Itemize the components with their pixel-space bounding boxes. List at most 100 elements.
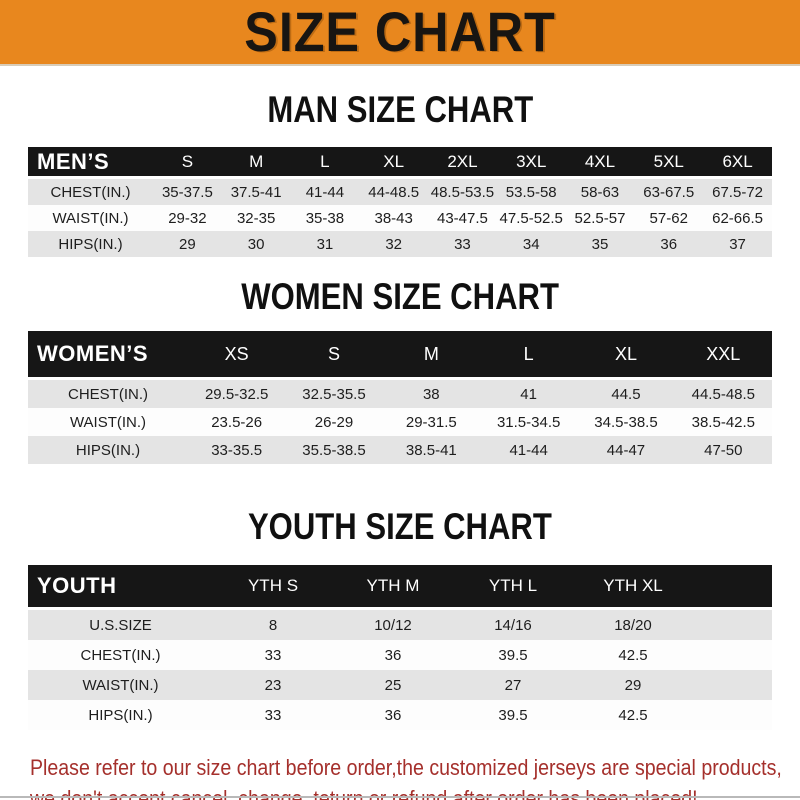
section-title-youth-text: YOUTH SIZE CHART (248, 506, 552, 547)
size-value: 37 (703, 231, 772, 257)
size-value: 33 (213, 640, 333, 670)
table-row: HIPS(IN.) 29 30 31 32 33 34 35 36 37 (28, 231, 772, 257)
row-label: CHEST(IN.) (28, 640, 213, 670)
table-row: WAIST(IN.) 23.5-26 26-29 29-31.5 31.5-34.5 34… (28, 408, 772, 436)
size-value: 29 (153, 231, 222, 257)
notice-line-2: we don't accept cancel, change, teturn o… (30, 783, 800, 800)
size-value: 38 (382, 378, 480, 408)
column-header: YTH S (213, 565, 333, 610)
size-value: 44.5-48.5 (674, 378, 772, 408)
table-row: HIPS(IN.) 33 36 39.5 42.5 (28, 700, 772, 730)
table-row: WAIST(IN.) 23 25 27 29 (28, 670, 772, 700)
column-header: M (382, 331, 480, 380)
size-value: 27 (453, 670, 573, 700)
size-value: 32-35 (221, 205, 291, 231)
size-value: 43-47.5 (428, 205, 497, 231)
women-header-row: WOMEN’S XS S M L XL XXL (28, 331, 772, 380)
page-title: SIZE CHART (227, 4, 573, 60)
row-label: CHEST(IN.) (28, 378, 188, 408)
footer-notice: Please refer to our size chart before or… (30, 752, 800, 800)
women-size-table: WOMEN’S XS S M L XL XXL CHEST(IN.) 29.5-32.5 32.5… (28, 331, 772, 464)
table-row: CHEST(IN.) 35-37.5 37.5-41 41-44 44-48.5 48.5… (28, 177, 772, 205)
men-size-table: MEN’S S M L XL 2XL 3XL 4XL 5XL 6XL CHEST(IN.) 35-37… (28, 147, 772, 257)
column-header: 5XL (634, 147, 704, 179)
row-label: WAIST(IN.) (28, 408, 188, 436)
size-value: 39.5 (453, 640, 573, 670)
section-men: MAN SIZE CHART MEN’S S M L XL 2XL 3XL 4XL 5XL 6XL… (0, 91, 800, 257)
size-value: 52.5-57 (565, 205, 635, 231)
size-value: 26-29 (285, 408, 383, 436)
size-value: 44-47 (577, 436, 675, 464)
notice-line-2-text: we don't accept cancel, change, teturn o… (30, 786, 698, 800)
column-header: M (221, 147, 291, 179)
row-label: HIPS(IN.) (28, 700, 213, 730)
youth-size-table: YOUTH YTH S YTH M YTH L YTH XL U.S.SIZE 8 10/12… (28, 565, 772, 730)
size-value: 25 (333, 670, 453, 700)
size-value: 10/12 (333, 608, 453, 640)
column-header: S (285, 331, 383, 380)
size-value: 31.5-34.5 (479, 408, 578, 436)
row-label: WAIST(IN.) (28, 670, 213, 700)
size-value: 33 (213, 700, 333, 730)
size-value: 58-63 (565, 177, 635, 205)
column-header: YTH XL (573, 565, 693, 610)
size-value: 41 (479, 378, 578, 408)
size-value: 48.5-53.5 (428, 177, 497, 205)
column-header: XL (359, 147, 429, 179)
men-header-row: MEN’S S M L XL 2XL 3XL 4XL 5XL 6XL (28, 147, 772, 179)
column-header: XS (188, 331, 286, 380)
size-value: 38-43 (359, 205, 429, 231)
column-header: 6XL (703, 147, 772, 179)
notice-line-1-text: Please refer to our size chart before or… (30, 755, 782, 780)
column-header: L (290, 147, 360, 179)
size-value: 57-62 (634, 205, 704, 231)
size-value: 29 (573, 670, 693, 700)
column-header: 4XL (565, 147, 635, 179)
row-spacer (693, 670, 772, 700)
section-women: WOMEN SIZE CHART WOMEN’S XS S M L XL XXL CHEST(… (0, 278, 800, 464)
size-value: 29-31.5 (382, 408, 480, 436)
youth-header-row: YOUTH YTH S YTH M YTH L YTH XL (28, 565, 772, 610)
size-value: 36 (333, 640, 453, 670)
size-value: 14/16 (453, 608, 573, 640)
size-value: 41-44 (479, 436, 578, 464)
column-header: L (479, 331, 578, 380)
banner: SIZE CHART (0, 0, 800, 66)
size-value: 39.5 (453, 700, 573, 730)
size-value: 32.5-35.5 (285, 378, 383, 408)
size-value: 35-38 (290, 205, 360, 231)
size-value: 47.5-52.5 (496, 205, 566, 231)
page-title-text: SIZE CHART (244, 0, 556, 63)
size-value: 23.5-26 (188, 408, 286, 436)
size-value: 62-66.5 (703, 205, 772, 231)
size-value: 42.5 (573, 640, 693, 670)
size-value: 41-44 (290, 177, 360, 205)
section-title-men: MAN SIZE CHART (0, 91, 800, 128)
men-header-label: MEN’S (28, 147, 153, 179)
table-row: HIPS(IN.) 33-35.5 35.5-38.5 38.5-41 41-44 44-… (28, 436, 772, 464)
table-row: WAIST(IN.) 29-32 32-35 35-38 38-43 43-47.5 47.… (28, 205, 772, 231)
section-title-men-text: MAN SIZE CHART (267, 89, 533, 130)
size-value: 23 (213, 670, 333, 700)
row-label: HIPS(IN.) (28, 436, 188, 464)
size-value: 33-35.5 (188, 436, 286, 464)
size-value: 37.5-41 (221, 177, 291, 205)
table-row: CHEST(IN.) 33 36 39.5 42.5 (28, 640, 772, 670)
section-title-women: WOMEN SIZE CHART (0, 278, 800, 315)
size-value: 38.5-41 (382, 436, 480, 464)
row-label: WAIST(IN.) (28, 205, 153, 231)
size-value: 35 (565, 231, 635, 257)
column-header: S (153, 147, 222, 179)
size-value: 53.5-58 (496, 177, 566, 205)
size-value: 31 (290, 231, 360, 257)
size-value: 29.5-32.5 (188, 378, 286, 408)
row-spacer (693, 608, 772, 640)
size-value: 18/20 (573, 608, 693, 640)
column-header: 3XL (496, 147, 566, 179)
size-value: 67.5-72 (703, 177, 772, 205)
section-title-women-text: WOMEN SIZE CHART (241, 276, 559, 317)
size-value: 29-32 (153, 205, 222, 231)
header-spacer (693, 565, 772, 610)
row-spacer (693, 640, 772, 670)
size-value: 38.5-42.5 (674, 408, 772, 436)
